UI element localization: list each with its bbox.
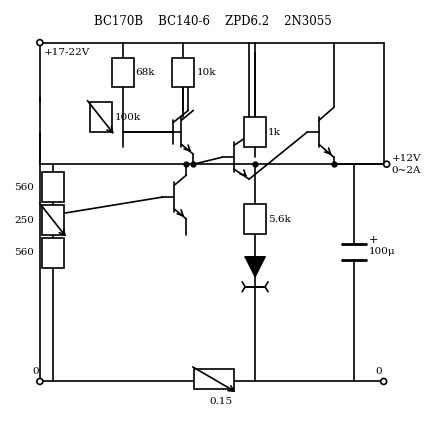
Text: 1k: 1k [268, 128, 281, 137]
Bar [244, 204, 266, 234]
Bar [90, 103, 112, 132]
Text: BC170B    BC140-6    ZPD6.2    2N3055: BC170B BC140-6 ZPD6.2 2N3055 [95, 15, 332, 28]
Bar [112, 57, 134, 88]
Bar [42, 205, 64, 235]
Text: 0.15: 0.15 [209, 397, 232, 406]
Bar [244, 118, 266, 147]
Text: 100k: 100k [115, 113, 141, 122]
Circle shape [37, 40, 43, 46]
Text: 5.6k: 5.6k [268, 214, 291, 224]
Text: +: + [369, 235, 378, 245]
Circle shape [380, 378, 386, 385]
Bar [194, 370, 234, 389]
Text: 10k: 10k [196, 68, 216, 77]
Bar [172, 57, 194, 88]
Text: 0: 0 [32, 367, 39, 376]
Polygon shape [245, 257, 265, 277]
Circle shape [37, 378, 43, 385]
Text: 560: 560 [14, 183, 34, 192]
Text: 560: 560 [14, 248, 34, 257]
Bar [42, 238, 64, 268]
Text: +12V: +12V [392, 154, 421, 163]
Text: 68k: 68k [136, 68, 155, 77]
Text: 250: 250 [14, 216, 34, 225]
Bar [42, 172, 64, 202]
Text: 100μ: 100μ [369, 248, 395, 256]
Text: 0~2A: 0~2A [392, 166, 421, 175]
Circle shape [383, 161, 389, 167]
Text: 0: 0 [376, 367, 382, 376]
Text: +17-22V: +17-22V [44, 48, 90, 57]
